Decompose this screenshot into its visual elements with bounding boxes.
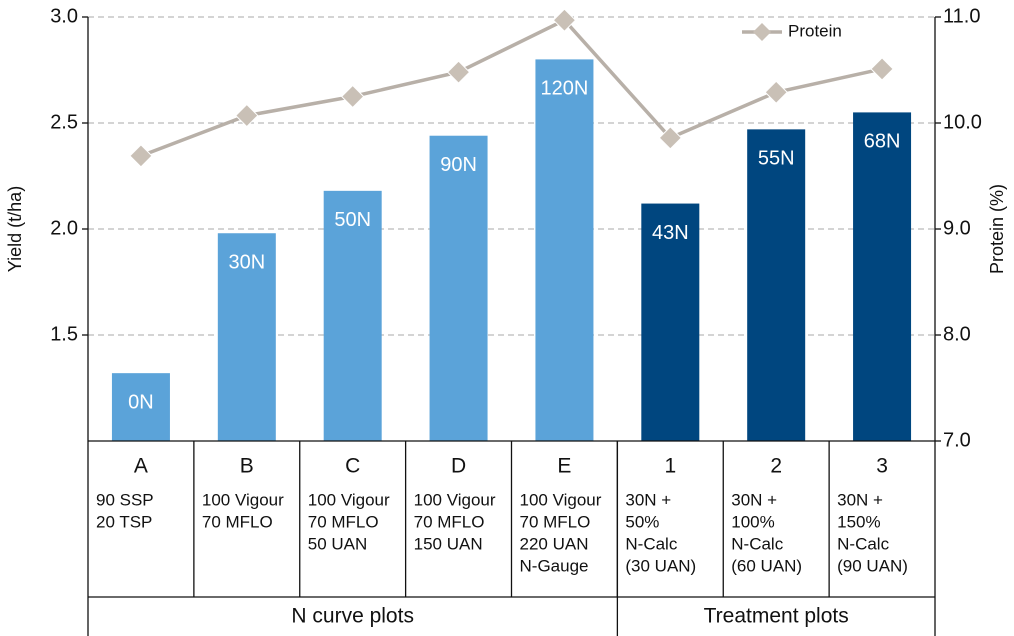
group-label: N curve plots: [291, 605, 414, 628]
x-tick-label: E: [557, 455, 571, 478]
bar-label: 0N: [128, 391, 154, 413]
x-tick-label: B: [240, 455, 254, 478]
y-axis-label: Yield (t/ha): [5, 186, 25, 272]
marker: [446, 60, 471, 84]
category-detail: 100 Vigour: [520, 490, 602, 509]
y-tick-label: 2.5: [50, 111, 78, 133]
bar: [217, 233, 276, 441]
marker: [552, 8, 577, 32]
marker: [129, 144, 153, 168]
bar-label: 50N: [334, 209, 371, 231]
y2-tick-label: 11.0: [943, 5, 980, 27]
bar-label: 120N: [541, 78, 589, 100]
category-detail: 70 MFLO: [202, 512, 273, 531]
category-detail: 100%: [731, 512, 774, 531]
bar: [747, 129, 806, 442]
category-detail: 100 Vigour: [414, 490, 496, 509]
y-tick-label: 2.0: [50, 217, 78, 239]
category-detail: N-Calc: [731, 534, 783, 553]
category-detail: 100 Vigour: [308, 490, 390, 509]
category-detail: (60 UAN): [731, 556, 802, 575]
legend-label: Protein: [788, 21, 842, 40]
category-detail: 50 UAN: [308, 534, 368, 553]
y2-tick-label: 9.0: [943, 217, 971, 239]
category-detail: 150%: [837, 512, 880, 531]
y-tick-label: 3.0: [50, 5, 78, 27]
x-tick-label: 1: [664, 455, 676, 478]
category-detail: (30 UAN): [625, 556, 696, 575]
x-tick-label: C: [345, 455, 360, 478]
line: [140, 18, 883, 158]
category-detail: 30N +: [837, 490, 883, 509]
y2-tick-label: 8.0: [943, 323, 971, 345]
category-detail: N-Calc: [837, 534, 889, 553]
category-detail: 30N +: [625, 490, 671, 509]
bar-label: 68N: [864, 131, 901, 153]
category-detail: 70 MFLO: [308, 512, 379, 531]
x-tick-label: D: [451, 455, 466, 478]
bar-label: 43N: [652, 222, 689, 244]
category-detail: 50%: [625, 512, 659, 531]
category-detail: 100 Vigour: [202, 490, 284, 509]
x-tick-label: 2: [770, 455, 782, 478]
category-detail: 70 MFLO: [414, 512, 485, 531]
x-tick-label: A: [134, 455, 148, 478]
y-tick-label: 1.5: [50, 323, 78, 345]
bar-label: 90N: [440, 154, 477, 176]
category-detail: 70 MFLO: [520, 512, 591, 531]
category-detail: N-Gauge: [520, 556, 589, 575]
category-detail: 220 UAN: [520, 534, 589, 553]
y2-tick-label: 10.0: [943, 111, 982, 133]
category-detail: 150 UAN: [414, 534, 483, 553]
marker: [870, 57, 894, 81]
marker: [658, 126, 683, 150]
marker: [235, 103, 259, 128]
marker: [764, 80, 788, 104]
category-detail: N-Calc: [625, 534, 677, 553]
group-label: Treatment plots: [704, 605, 849, 628]
bar: [535, 59, 594, 442]
bar: [429, 135, 488, 441]
bar: [323, 190, 382, 441]
category-detail: 20 TSP: [96, 512, 152, 531]
bar: [111, 373, 170, 441]
category-detail: 90 SSP: [96, 490, 154, 509]
x-tick-label: 3: [876, 455, 888, 478]
bar-label: 30N: [228, 252, 265, 274]
category-detail: 30N +: [731, 490, 777, 509]
marker: [340, 84, 365, 109]
legend-marker: [753, 23, 771, 41]
y2-tick-label: 7.0: [943, 429, 971, 451]
y2-axis-label: Protein (%): [987, 184, 1007, 274]
bar-label: 55N: [758, 148, 795, 170]
category-detail: (90 UAN): [837, 556, 908, 575]
bar: [641, 203, 700, 441]
bar: [853, 112, 912, 442]
